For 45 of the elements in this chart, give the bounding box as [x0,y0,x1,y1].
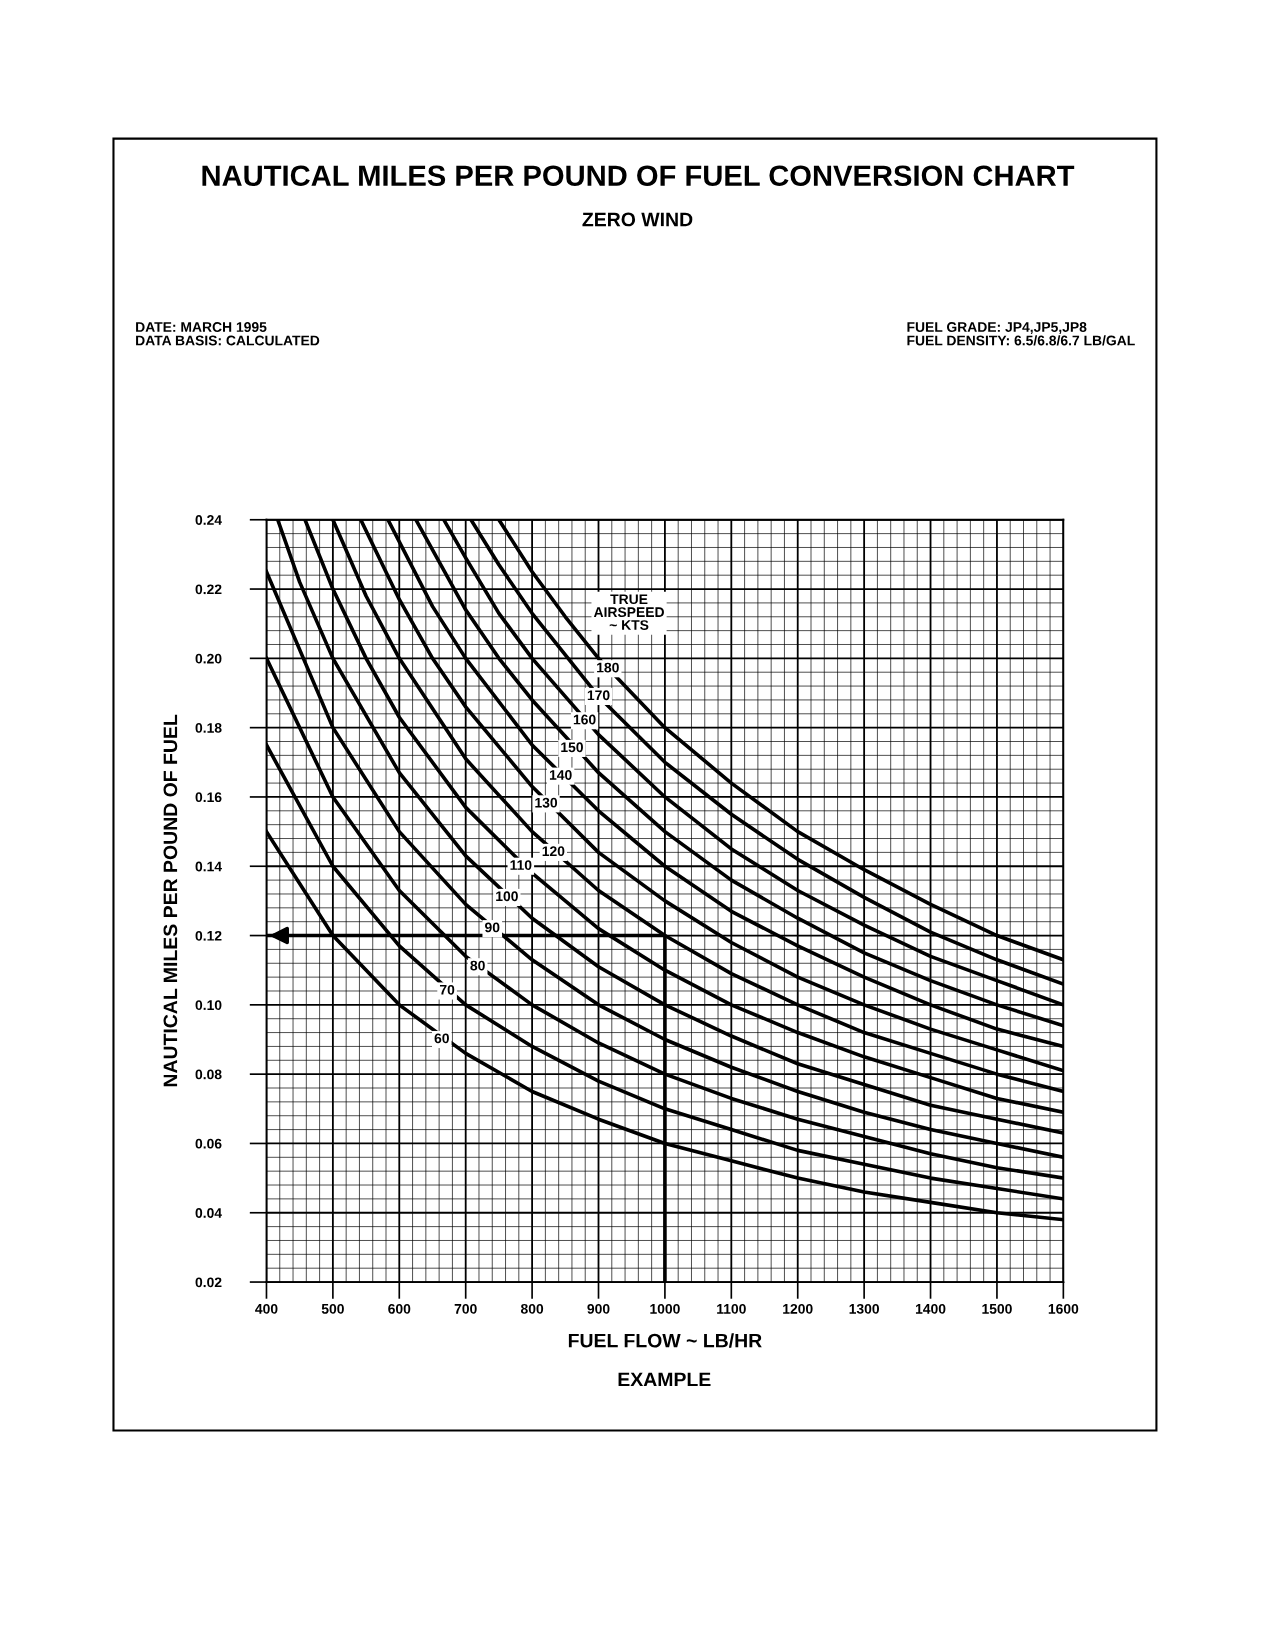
chart-subtitle: ZERO WIND [582,212,693,227]
annotation: TRUE AIRSPEED ~ KTS [593,594,664,630]
x-tick-label: 1600 [1048,1303,1079,1314]
annotation: 80 [470,960,485,971]
text: FUEL GRADE: JP4,JP5,JP8 FUEL DENSITY: 6.5/6.8/6.7 LB/GAL [907,322,1135,346]
x-tick-label: 1200 [783,1303,813,1314]
chart-title: NAUTICAL MILES PER POUND OF FUEL CONVERSION CHART [202,165,1075,187]
annotation: 90 [485,922,500,933]
x-tick-label: 400 [255,1303,278,1314]
y-axis-title: NAUTICAL MILES PER POUND OF FUEL [163,714,178,1087]
y-tick-label: 0.16 [195,792,222,803]
x-axis-title: FUEL FLOW ~ LB/HR [568,1333,762,1348]
x-tick-label: 1500 [982,1303,1012,1314]
y-tick-label: 0.22 [195,584,222,595]
annotation: 120 [542,846,565,857]
annotation: 110 [510,860,532,870]
x-tick-label: 1000 [650,1303,680,1314]
y-tick-label: 0.10 [195,1000,222,1011]
y-tick-label: 0.20 [195,653,222,664]
x-tick-label: 800 [520,1303,544,1314]
annotation: 100 [496,891,518,902]
x-tick-label: 1100 [717,1303,746,1314]
annotation: 130 [535,797,558,808]
y-tick-label: 0.02 [195,1277,222,1288]
x-tick-label: 700 [454,1303,477,1314]
annotation: 180 [597,662,619,673]
y-tick-label: 0.18 [195,722,222,733]
annotation: 150 [561,742,583,753]
y-tick-label: 0.08 [195,1069,222,1080]
text: EXAMPLE [618,1372,711,1387]
y-tick-label: 0.06 [195,1138,222,1149]
x-tick-label: 900 [587,1303,610,1314]
x-tick-label: 600 [388,1303,411,1314]
annotation: 140 [549,770,572,780]
x-tick-label: 1400 [915,1303,946,1314]
annotation: 60 [434,1033,449,1044]
x-tick-label: 500 [321,1303,344,1314]
y-tick-label: 0.12 [195,930,222,941]
y-tick-label: 0.14 [195,861,222,872]
x-tick-label: 1300 [849,1303,880,1314]
y-tick-label: 0.04 [195,1208,222,1218]
y-tick-label: 0.24 [195,515,222,525]
annotation: 70 [439,984,455,995]
annotation: 160 [573,714,596,725]
text: DATE: MARCH 1995 DATA BASIS: CALCULATED [136,322,320,346]
